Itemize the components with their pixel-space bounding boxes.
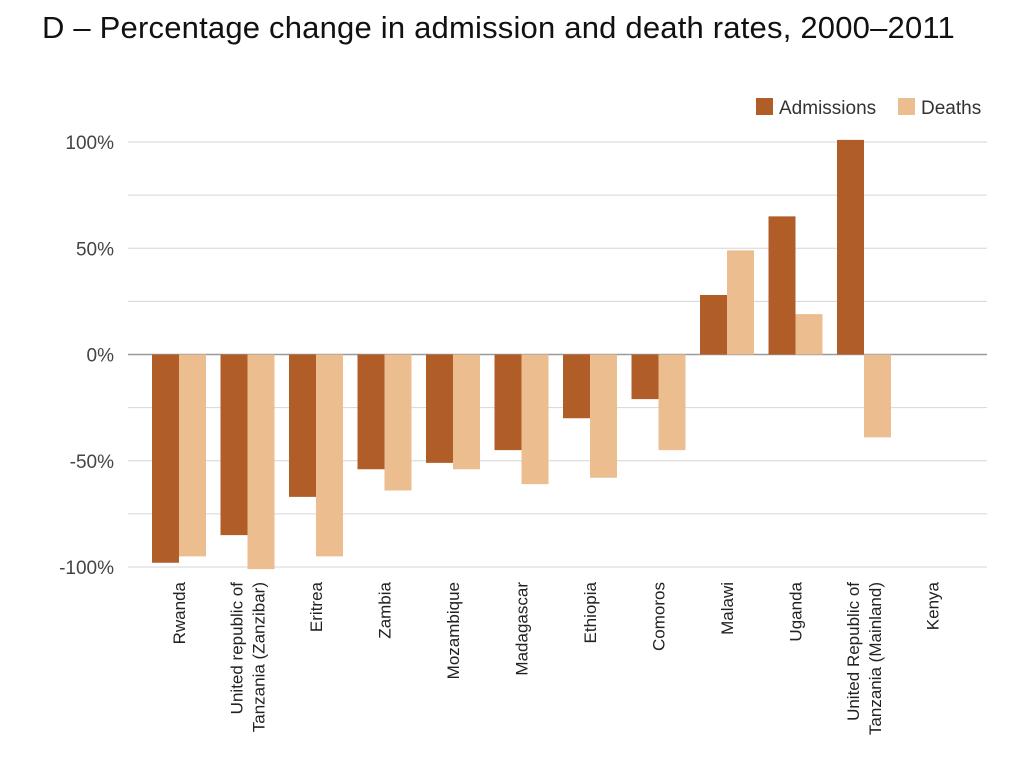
bar-admissions: [837, 139, 864, 355]
bar-deaths: [864, 354, 891, 438]
y-tick-label: -50%: [70, 452, 114, 473]
chart-title: D – Percentage change in admission and d…: [42, 10, 955, 45]
bar-deaths: [453, 354, 480, 470]
bar-deaths: [727, 250, 754, 355]
category-label: Uganda: [787, 581, 806, 641]
legend-label: Deaths: [921, 98, 981, 119]
category-label: Ethiopia: [581, 581, 600, 643]
y-tick-label: 100%: [65, 133, 114, 154]
legend-label: Admissions: [779, 98, 876, 119]
bar-admissions: [631, 354, 659, 400]
category-label: Mozambique: [444, 582, 463, 679]
legend-swatch: [756, 98, 773, 115]
bar-admissions: [700, 295, 727, 355]
bar-deaths: [590, 354, 617, 478]
bar-admissions: [220, 354, 248, 536]
bar-deaths: [316, 354, 343, 557]
bar-admissions: [289, 354, 316, 497]
category-label: United republic of: [228, 582, 247, 715]
category-label: Rwanda: [170, 581, 189, 644]
bar-admissions: [152, 354, 179, 563]
category-label: Kenya: [924, 581, 943, 630]
category-label: Zambia: [376, 581, 395, 638]
bar-admissions: [357, 354, 385, 470]
bar-deaths: [179, 354, 206, 557]
bar-admissions: [563, 354, 590, 419]
bar-deaths: [658, 354, 686, 451]
bar-admissions: [768, 216, 796, 355]
category-label: Eritrea: [307, 581, 326, 632]
bar-admissions: [426, 354, 453, 463]
category-label: Madagascar: [513, 582, 532, 676]
bar-admissions: [494, 354, 522, 451]
category-label: Tanzania (Zanzibar): [250, 582, 269, 732]
bar-deaths: [247, 354, 275, 570]
category-label: United Republic of: [844, 582, 863, 721]
bar-deaths: [521, 354, 549, 485]
category-label: Tanzania (Mainland): [866, 582, 885, 735]
legend-swatch: [898, 98, 915, 115]
category-label: Comoros: [650, 582, 669, 651]
bar-deaths: [384, 354, 412, 491]
y-tick-label: 0%: [87, 346, 115, 367]
y-tick-label: -100%: [59, 558, 114, 579]
category-label: Malawi: [718, 582, 737, 635]
bar-deaths: [795, 314, 823, 355]
y-tick-label: 50%: [76, 239, 114, 260]
